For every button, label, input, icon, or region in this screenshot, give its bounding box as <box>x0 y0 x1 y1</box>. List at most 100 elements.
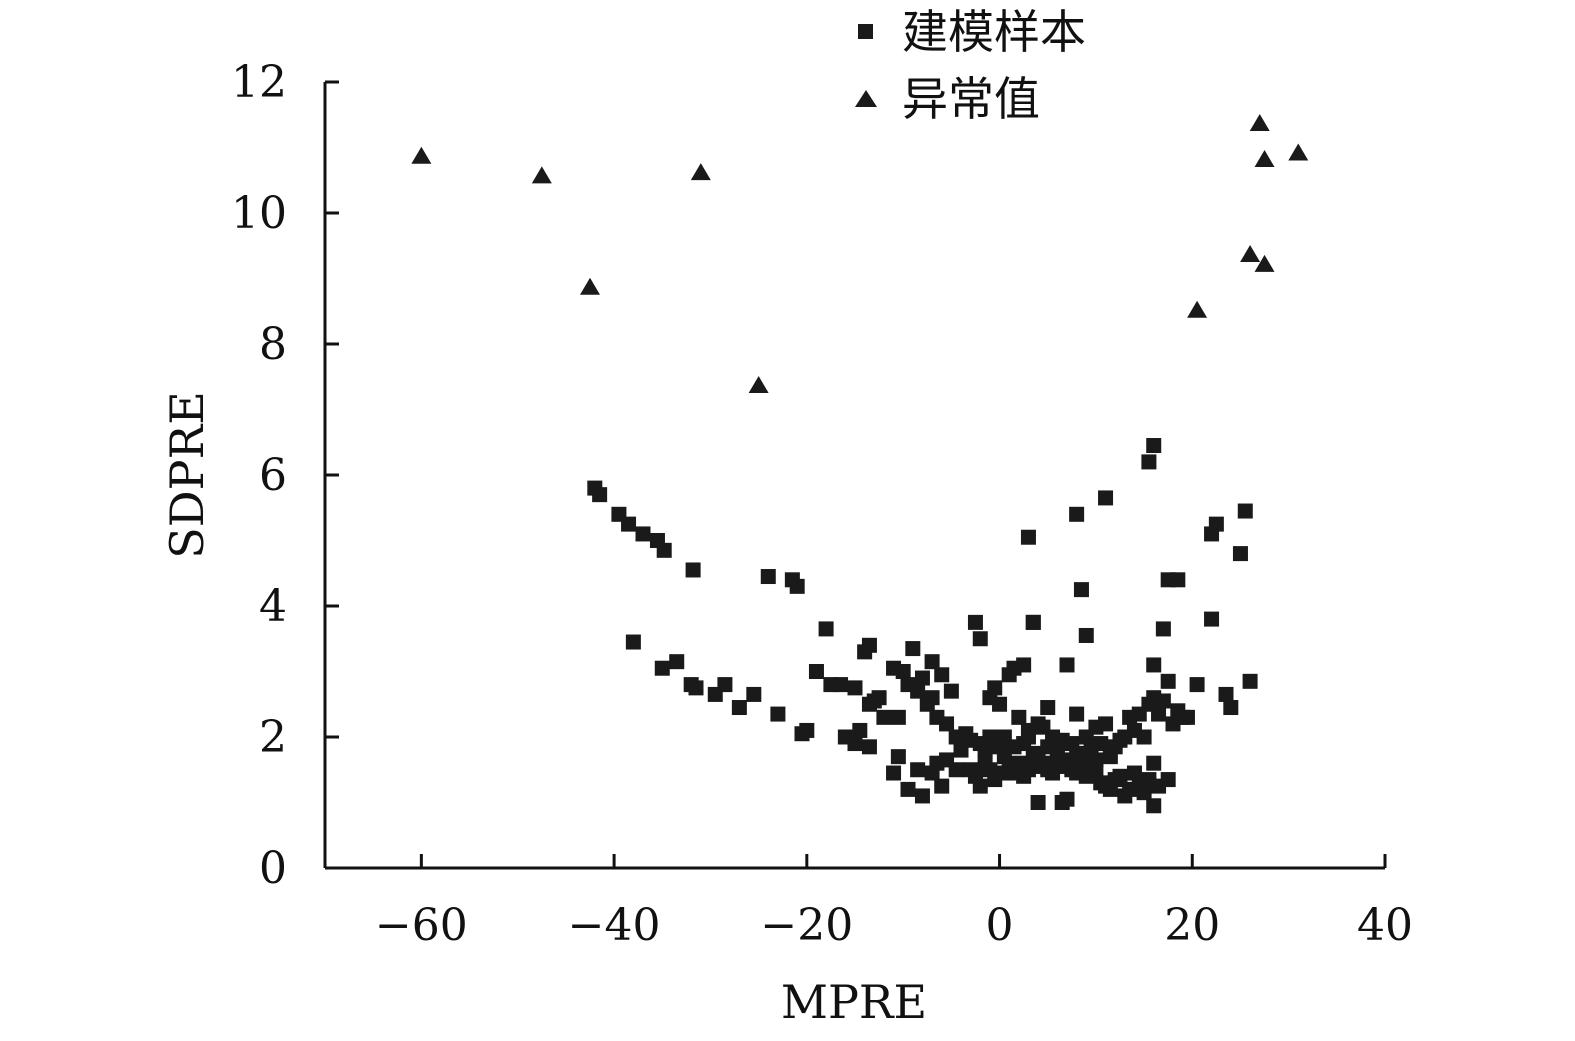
sample-point <box>914 670 930 686</box>
outlier-point <box>1288 143 1309 161</box>
sample-point <box>1069 706 1085 722</box>
sample-point <box>818 621 834 637</box>
sample-point <box>1098 716 1114 732</box>
sample-point <box>987 680 1003 696</box>
sample-point <box>1098 490 1114 506</box>
sample-point <box>1059 657 1075 673</box>
y-tick-label: 8 <box>259 319 287 370</box>
x-axis-title: MPRE <box>781 975 927 1029</box>
legend-label-outliers: 异常值 <box>902 72 1040 126</box>
sample-point <box>1040 700 1056 716</box>
outlier-point <box>411 146 432 164</box>
sample-point <box>1208 516 1224 532</box>
sample-point <box>1204 611 1220 627</box>
sample-point <box>1030 795 1046 810</box>
sample-point <box>1151 706 1167 722</box>
sample-point <box>688 680 704 696</box>
sample-point <box>905 641 921 657</box>
sample-point <box>1160 673 1176 689</box>
sample-point <box>972 631 988 647</box>
outlier-point <box>748 376 769 394</box>
sample-point <box>1146 657 1162 673</box>
sample-point <box>847 736 863 752</box>
sample-point <box>654 660 670 676</box>
sample-point <box>895 664 911 679</box>
sample-point <box>1155 693 1171 709</box>
sample-point <box>1093 736 1109 752</box>
x-tick-label: −20 <box>760 900 853 951</box>
sample-point <box>890 749 906 765</box>
sample-point <box>1136 785 1152 801</box>
sample-point <box>1059 791 1075 807</box>
sample-point <box>789 578 805 594</box>
sample-point <box>1025 614 1041 630</box>
sample-point <box>1179 709 1195 725</box>
sample-point <box>1170 572 1186 588</box>
y-tick-label: 10 <box>231 188 287 239</box>
legend-triangle-marker <box>855 90 877 107</box>
sample-point <box>799 722 815 738</box>
y-axis-title: SDPRE <box>160 391 214 559</box>
x-tick-label: 40 <box>1357 900 1413 951</box>
y-tick-label: 6 <box>259 450 287 501</box>
sample-point <box>847 680 863 696</box>
y-tick-label: 2 <box>259 712 287 763</box>
sample-point <box>924 654 940 670</box>
sample-point <box>972 778 988 794</box>
sample-point <box>1069 506 1085 522</box>
sample-point <box>1020 529 1036 545</box>
sample-point <box>1073 582 1089 598</box>
sample-point <box>861 739 877 755</box>
sample-point <box>967 614 983 630</box>
outlier-point <box>1187 300 1208 318</box>
sample-point <box>770 706 786 722</box>
sample-point <box>635 526 651 542</box>
sample-point <box>934 778 950 794</box>
y-ticks: 0 2 4 6 8 10 12 <box>231 57 339 894</box>
sample-point <box>731 700 747 716</box>
outlier-point <box>1254 150 1275 168</box>
sample-point <box>592 487 608 503</box>
sample-point <box>914 788 930 804</box>
outlier-point <box>1249 114 1270 132</box>
sample-point <box>876 709 892 725</box>
x-tick-label: 0 <box>986 900 1014 951</box>
sample-point <box>833 677 849 693</box>
plot-marks <box>411 114 1309 814</box>
sample-point <box>948 762 964 778</box>
outlier-point <box>531 166 552 184</box>
sample-point <box>852 722 868 738</box>
sample-point <box>1242 673 1258 689</box>
sample-point <box>625 634 641 650</box>
legend-square-marker <box>858 24 873 39</box>
sample-point <box>669 654 685 670</box>
x-ticks: −60 −40 −20 0 20 40 <box>375 854 1413 951</box>
outlier-point <box>1254 254 1275 272</box>
sample-point <box>939 716 955 732</box>
sample-point <box>656 542 672 558</box>
sample-point <box>1141 454 1157 470</box>
x-tick-label: −60 <box>375 900 468 951</box>
sample-point <box>992 696 1008 712</box>
sample-point <box>1218 686 1234 702</box>
outlier-point <box>690 163 711 181</box>
y-tick-label: 4 <box>259 581 287 632</box>
sample-point <box>1016 736 1032 752</box>
sample-point <box>1155 621 1171 637</box>
outlier-point <box>1240 245 1261 263</box>
x-tick-label: 20 <box>1164 900 1220 951</box>
sample-point <box>900 781 916 797</box>
sample-point <box>910 762 926 778</box>
sample-point <box>924 690 940 706</box>
sample-point <box>621 516 637 532</box>
sample-point <box>1223 700 1239 716</box>
sample-point <box>717 677 733 693</box>
x-tick-label: −40 <box>568 900 661 951</box>
sample-point <box>1016 657 1032 673</box>
sample-point <box>760 569 776 585</box>
legend-label-samples: 建模样本 <box>902 5 1086 59</box>
sample-point <box>1146 755 1162 771</box>
sample-point <box>1088 752 1104 768</box>
sample-point <box>871 690 887 706</box>
sample-point <box>1232 546 1248 562</box>
